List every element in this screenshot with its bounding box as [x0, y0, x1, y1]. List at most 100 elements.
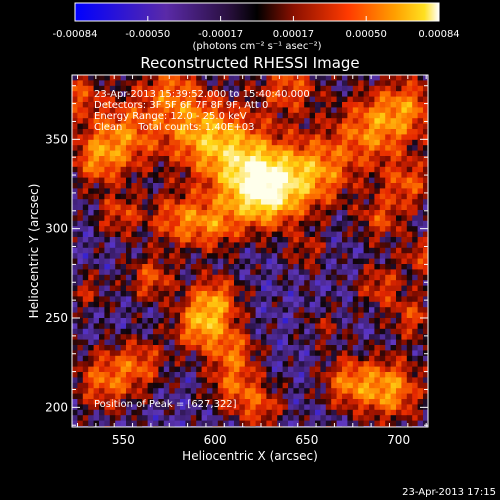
- image-pixel: [244, 318, 251, 324]
- image-pixel: [190, 291, 197, 297]
- image-pixel: [153, 318, 159, 324]
- image-pixel: [325, 355, 332, 362]
- colorbar-tick-label: 0.00084: [418, 29, 459, 40]
- image-pixel: [207, 404, 213, 411]
- reconstructed-image: [72, 75, 428, 427]
- image-pixel: [244, 193, 251, 200]
- image-pixel: [277, 355, 283, 362]
- image-pixel: [342, 366, 348, 373]
- image-pixel: [77, 220, 84, 227]
- image-pixel: [169, 420, 175, 427]
- image-pixel: [93, 345, 100, 351]
- image-pixel: [136, 264, 143, 270]
- image-pixel: [369, 404, 375, 411]
- image-pixel: [82, 139, 89, 146]
- image-pixel: [369, 372, 375, 378]
- image-pixel: [223, 204, 229, 211]
- image-pixel: [390, 328, 397, 335]
- image-pixel: [298, 291, 305, 297]
- image-pixel: [336, 361, 343, 367]
- image-pixel: [271, 123, 278, 130]
- image-pixel: [201, 96, 208, 103]
- image-pixel: [115, 377, 121, 384]
- image-pixel: [196, 237, 202, 243]
- image-pixel: [309, 177, 316, 184]
- image-pixel: [239, 96, 246, 103]
- image-pixel: [99, 188, 105, 195]
- image-pixel: [180, 242, 186, 249]
- image-pixel: [196, 85, 202, 92]
- image-pixel: [336, 388, 343, 394]
- image-pixel: [315, 215, 321, 222]
- image-pixel: [158, 345, 165, 351]
- image-pixel: [239, 393, 246, 400]
- image-pixel: [244, 409, 251, 416]
- image-pixel: [104, 247, 111, 254]
- image-pixel: [131, 193, 138, 200]
- image-pixel: [72, 399, 78, 405]
- image-pixel: [417, 188, 424, 195]
- image-pixel: [72, 339, 78, 346]
- image-pixel: [255, 307, 262, 313]
- image-pixel: [358, 323, 364, 330]
- image-pixel: [358, 123, 364, 130]
- image-pixel: [288, 161, 294, 168]
- image-pixel: [379, 377, 386, 384]
- image-pixel: [93, 382, 100, 389]
- image-pixel: [77, 345, 84, 351]
- image-pixel: [423, 188, 428, 195]
- image-pixel: [385, 372, 391, 378]
- image-pixel: [293, 161, 300, 168]
- image-pixel: [336, 377, 343, 384]
- image-pixel: [223, 247, 229, 254]
- image-pixel: [288, 91, 294, 97]
- image-pixel: [293, 210, 300, 216]
- image-pixel: [104, 409, 111, 416]
- image-pixel: [352, 220, 359, 227]
- image-pixel: [277, 323, 283, 330]
- image-pixel: [158, 274, 165, 281]
- image-pixel: [239, 150, 246, 157]
- image-pixel: [185, 166, 192, 173]
- image-pixel: [277, 409, 283, 416]
- image-pixel: [77, 231, 84, 238]
- image-pixel: [72, 80, 78, 87]
- image-pixel: [234, 291, 240, 297]
- image-pixel: [93, 393, 100, 400]
- image-pixel: [82, 274, 89, 281]
- image-pixel: [309, 166, 316, 173]
- image-pixel: [396, 85, 402, 92]
- image-pixel: [298, 264, 305, 270]
- image-pixel: [331, 307, 337, 313]
- image-pixel: [385, 334, 391, 340]
- image-pixel: [234, 199, 240, 205]
- image-pixel: [315, 388, 321, 394]
- image-pixel: [250, 129, 256, 135]
- image-pixel: [234, 415, 240, 421]
- image-pixel: [385, 307, 391, 313]
- image-pixel: [271, 388, 278, 394]
- image-pixel: [201, 291, 208, 297]
- image-pixel: [412, 85, 418, 92]
- image-pixel: [126, 388, 132, 394]
- image-pixel: [336, 75, 343, 81]
- image-pixel: [277, 118, 283, 124]
- image-pixel: [131, 210, 138, 216]
- image-pixel: [207, 242, 213, 249]
- image-pixel: [185, 334, 192, 340]
- image-pixel: [72, 415, 78, 421]
- image-pixel: [190, 166, 197, 173]
- image-pixel: [401, 188, 408, 195]
- image-pixel: [250, 301, 256, 308]
- image-pixel: [88, 91, 94, 97]
- image-pixel: [282, 112, 289, 119]
- image-pixel: [423, 237, 428, 243]
- image-pixel: [163, 112, 170, 119]
- image-pixel: [298, 404, 305, 411]
- image-pixel: [358, 334, 364, 340]
- image-pixel: [163, 420, 170, 427]
- image-pixel: [217, 220, 224, 227]
- image-pixel: [180, 323, 186, 330]
- image-pixel: [212, 118, 219, 124]
- image-pixel: [82, 220, 89, 227]
